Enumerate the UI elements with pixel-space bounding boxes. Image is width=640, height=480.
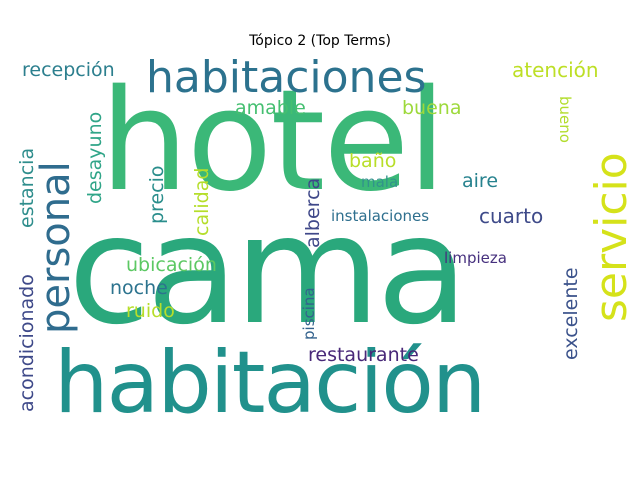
word-hotel: hotel — [100, 60, 446, 223]
word-aire: aire — [462, 170, 499, 192]
word-personal: personal — [33, 161, 79, 334]
word-cama: cama — [68, 184, 468, 358]
word-precio: precio — [146, 165, 168, 225]
word-ruido: ruido — [126, 300, 175, 322]
word-servicio: servicio — [586, 152, 637, 322]
word-mala: mala — [361, 173, 399, 191]
word-amable: amable — [235, 97, 306, 119]
word-instalaciones: instalaciones — [331, 207, 430, 225]
word-recepcion: recepción — [22, 59, 115, 81]
word-restaurante: restaurante — [308, 344, 419, 366]
word-alberca: alberca — [302, 177, 324, 248]
word-bueno: bueno — [556, 96, 574, 143]
word-atencion: atención — [512, 58, 599, 82]
word-excelente: excelente — [560, 267, 582, 360]
word-desayuno: desayuno — [84, 111, 106, 204]
word-buena: buena — [402, 97, 462, 119]
word-ubicacion: ubicación — [126, 254, 217, 276]
word-bano: baño — [349, 150, 397, 172]
chart-title: Tópico 2 (Top Terms) — [249, 33, 391, 49]
word-noche: noche — [110, 277, 168, 299]
word-limpieza: limpieza — [444, 249, 507, 267]
word-cuarto: cuarto — [479, 204, 544, 228]
word-piscina: piscina — [300, 287, 318, 340]
word-habitacion: habitación — [54, 333, 486, 433]
word-habitaciones: habitaciones — [146, 52, 427, 103]
word-calidad: calidad — [191, 167, 213, 236]
word-estancia: estancia — [16, 147, 38, 228]
word-acondicionado: acondicionado — [16, 274, 38, 412]
